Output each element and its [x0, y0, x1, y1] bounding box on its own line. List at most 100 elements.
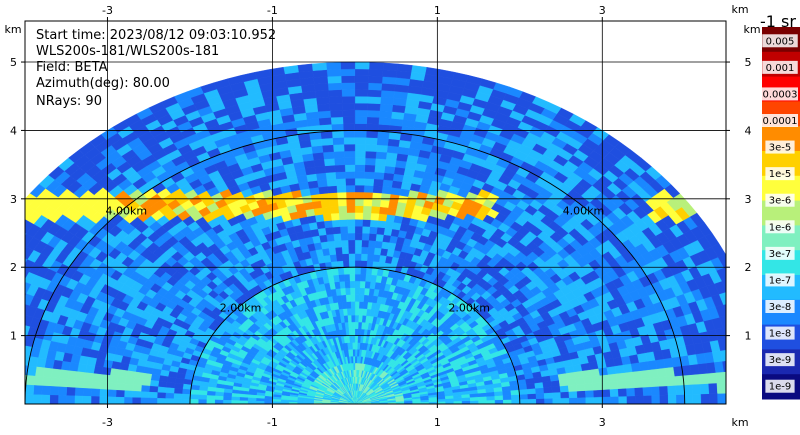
range-gate-cell — [342, 123, 356, 131]
y-tick-label-right: 2 — [745, 261, 752, 274]
range-gate-cell — [343, 150, 356, 159]
range-gate-cell — [6, 343, 17, 354]
range-gate-cell — [583, 376, 593, 385]
range-gate-cell — [494, 399, 504, 404]
range-gate-cell — [575, 377, 585, 385]
range-gate-cell — [174, 382, 184, 390]
range-gate-cell — [717, 393, 726, 404]
range-gate-cell — [354, 68, 370, 77]
range-gate-cell — [131, 397, 141, 404]
range-gate-cell — [230, 400, 240, 404]
colorbar-tick-label: 3e-7 — [769, 249, 792, 260]
range-gate-cell — [354, 198, 364, 207]
range-gate-cell — [568, 397, 578, 404]
range-gate-cell — [354, 75, 369, 83]
range-gate-cell — [592, 382, 602, 391]
range-gate-cell — [6, 311, 18, 323]
range-gate-cell — [354, 349, 358, 357]
range-gate-cell — [358, 294, 365, 302]
range-gate-cell — [576, 390, 586, 398]
range-gate-cell — [656, 367, 667, 378]
range-gate-cell — [25, 245, 27, 250]
backscatter-data-layer — [0, 61, 755, 404]
range-gate-cell — [343, 273, 350, 282]
range-gate-cell — [332, 226, 341, 235]
range-gate-cell — [74, 387, 84, 397]
range-gate-cell — [354, 308, 360, 316]
range-gate-cell — [640, 369, 651, 380]
range-gate-cell — [321, 144, 334, 153]
range-gate-cell — [366, 253, 375, 262]
range-gate-cell — [361, 232, 370, 241]
range-gate-cell — [357, 321, 363, 330]
range-gate-cell — [372, 254, 381, 263]
range-gate-cell — [76, 363, 88, 373]
range-gate-cell — [140, 391, 150, 399]
range-gate-cell — [683, 384, 694, 395]
x-tick-label-bottom: -1 — [267, 416, 278, 429]
range-gate-cell — [337, 198, 347, 207]
range-gate-cell — [123, 397, 133, 404]
range-gate-cell — [383, 165, 396, 174]
range-gate-cell — [148, 391, 158, 399]
field-text: Field: BETA — [36, 60, 108, 75]
range-gate-cell — [10, 364, 20, 375]
range-gate-cell — [719, 315, 726, 329]
range-gate-cell — [149, 379, 160, 388]
range-gate-cell — [617, 388, 628, 397]
range-gate-cell — [384, 220, 394, 230]
y-tick-label-left: 4 — [10, 124, 17, 137]
range-gate-cell — [651, 394, 661, 404]
range-gate-cell — [12, 354, 22, 365]
range-gate-cell — [354, 89, 369, 97]
range-gate-cell — [223, 392, 233, 398]
range-gate-cell — [344, 280, 351, 289]
x-tick-label-top: 3 — [599, 4, 606, 17]
range-gate-cell — [59, 369, 70, 380]
range-gate-cell — [367, 103, 381, 111]
range-gate-cell — [354, 253, 362, 261]
range-gate-cell — [700, 383, 710, 395]
range-gate-cell — [381, 83, 396, 92]
range-gate-cell — [743, 310, 755, 323]
range-gate-cell — [320, 130, 333, 139]
range-gate-cell — [350, 301, 356, 309]
range-gate-cell — [584, 389, 595, 398]
range-gate-cell — [667, 394, 677, 404]
range-gate-cell — [158, 375, 169, 383]
range-gate-cell — [387, 200, 399, 209]
range-gate-cell — [109, 368, 120, 377]
range-gate-cell — [190, 389, 200, 396]
range-gate-cell — [197, 399, 207, 404]
y-tick-label-left: 3 — [10, 193, 17, 206]
range-gate-cell — [0, 284, 3, 297]
range-gate-cell — [591, 375, 602, 384]
range-gate-cell — [329, 205, 340, 214]
range-gate-cell — [6, 289, 18, 301]
range-gate-cell — [376, 137, 389, 146]
range-gate-cell — [376, 226, 385, 235]
range-gate-cell — [368, 75, 383, 84]
range-gate-cell — [206, 395, 216, 401]
range-gate-cell — [222, 396, 232, 401]
colorbar-tick-label: 1e-7 — [769, 275, 792, 286]
range-gate-cell — [382, 62, 399, 71]
range-gate-cell — [140, 397, 150, 404]
range-gate-cell — [123, 390, 134, 398]
range-gate-cell — [641, 378, 652, 388]
range-gate-cell — [0, 319, 6, 331]
y-tick-label-right: 5 — [745, 56, 752, 69]
range-gate-cell — [728, 314, 740, 327]
range-gate-cell — [364, 164, 376, 173]
range-gate-cell — [349, 287, 356, 295]
range-gate-cell — [333, 150, 345, 159]
range-gate-cell — [0, 307, 2, 319]
range-gate-cell — [345, 294, 351, 302]
range-gate-cell — [359, 287, 365, 296]
range-gate-cell — [9, 394, 18, 404]
range-gate-cell — [328, 89, 343, 98]
range-gate-cell — [367, 240, 376, 248]
range-gate-cell — [329, 109, 344, 118]
range-gate-cell — [362, 198, 373, 207]
range-gate-cell — [98, 396, 108, 404]
